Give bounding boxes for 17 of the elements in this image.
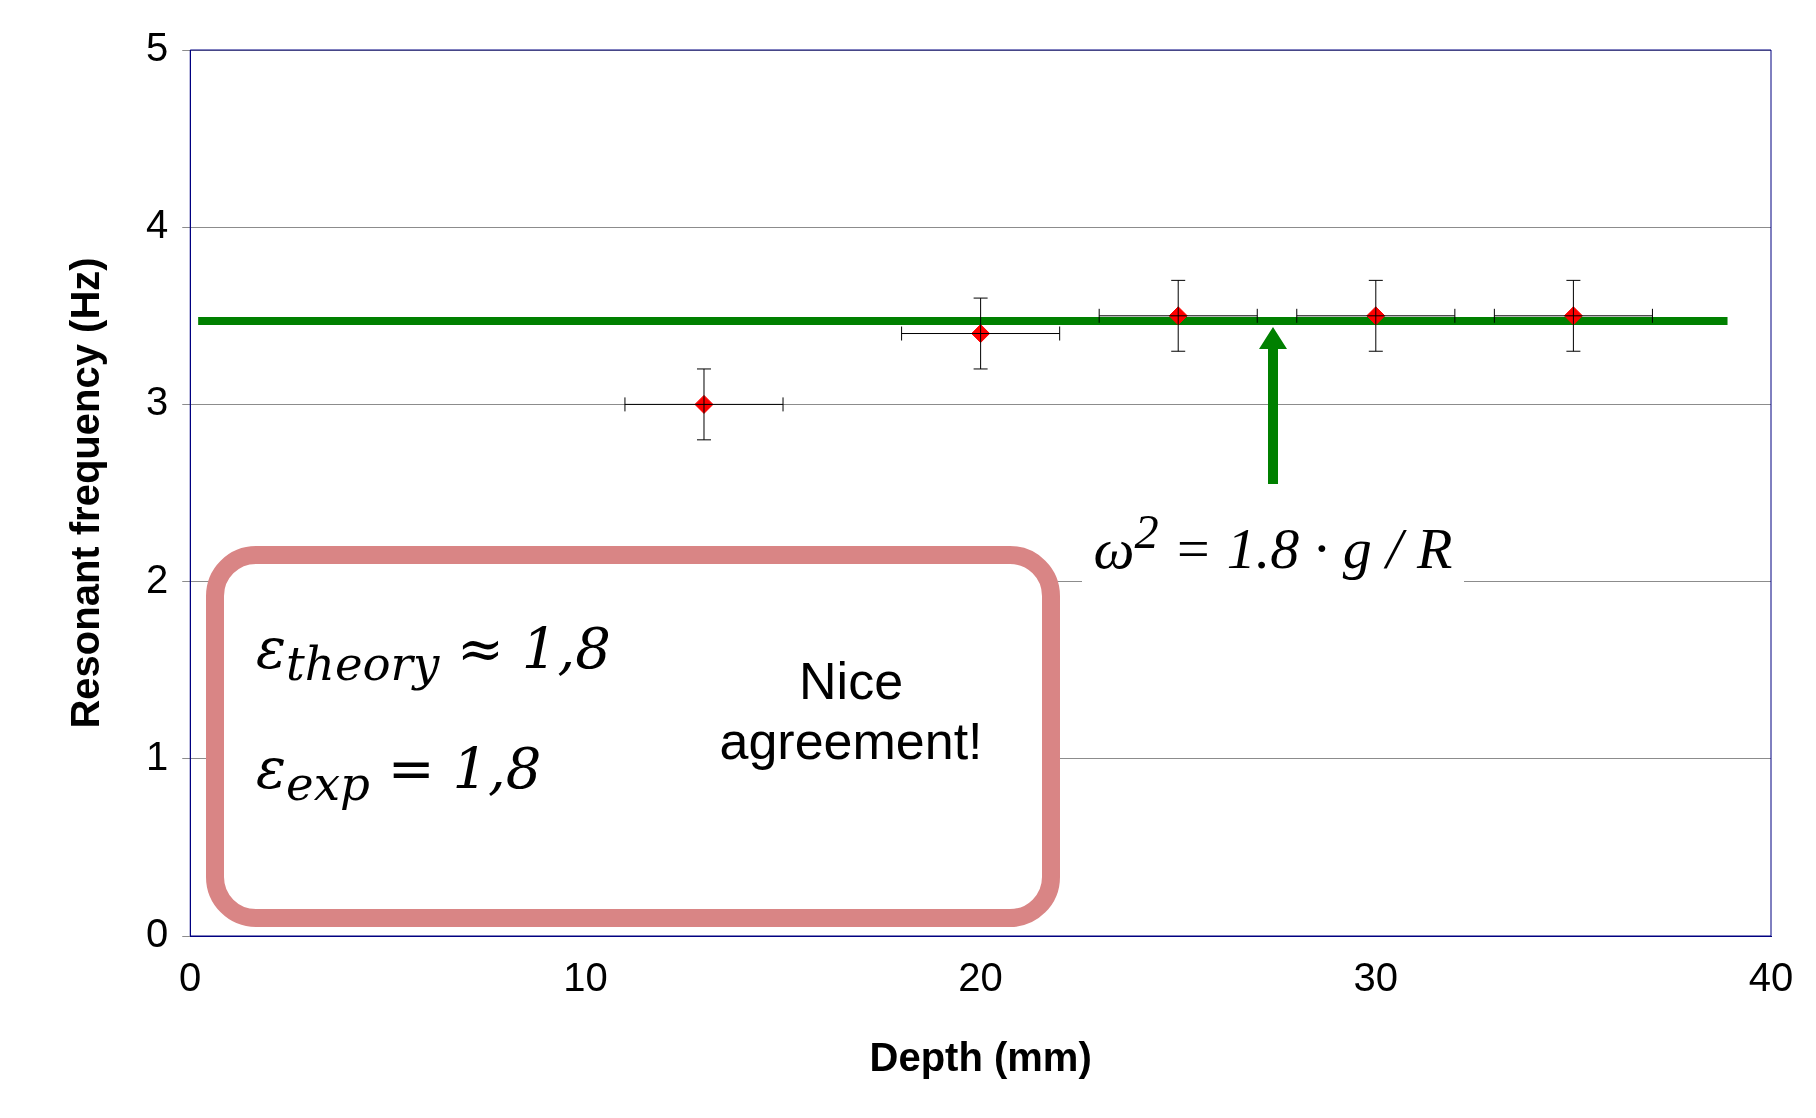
x-tick-label: 10 — [563, 955, 608, 1000]
x-axis-title: Depth (mm) — [869, 1035, 1092, 1080]
y-axis-title: Resonant frequency (Hz) — [63, 257, 108, 729]
x-tick-label: 0 — [179, 955, 202, 1000]
y-tick-label: 2 — [146, 556, 169, 601]
annotation: Nice agreement! — [718, 651, 984, 772]
y-tick-label: 1 — [146, 733, 169, 778]
y-tick-label: 3 — [146, 379, 169, 424]
y-tick-label: 0 — [146, 911, 169, 956]
y-tick-label: 4 — [146, 202, 169, 247]
annotation: ω$^{2}$ = 1.8 · g / R — [1081, 504, 1465, 583]
x-tick-label: 30 — [1353, 955, 1399, 1000]
annotation: ε$_{theory}$ ≈ 1,8 — [256, 616, 611, 692]
annotation: ε$_{exp}$ = 1,8 — [256, 736, 542, 812]
x-tick-label: 20 — [958, 955, 1003, 1000]
x-tick-label: 40 — [1748, 955, 1794, 1000]
y-tick-label: 5 — [146, 25, 169, 70]
